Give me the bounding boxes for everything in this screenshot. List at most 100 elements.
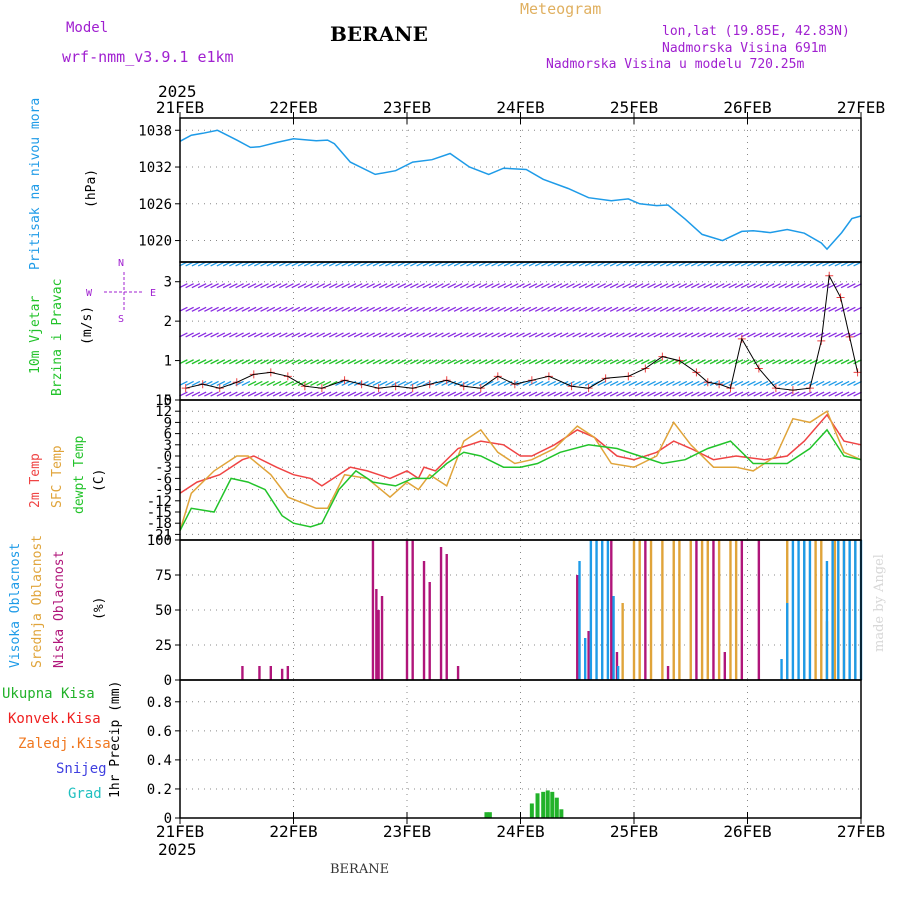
wind-barb — [722, 306, 731, 312]
x-tick-label: 21FEB — [156, 98, 204, 117]
wind-barb — [397, 306, 407, 312]
wind-barb — [684, 359, 694, 365]
wind-barb — [790, 359, 800, 365]
wind-barb — [410, 332, 419, 338]
high_cloud-bar — [578, 561, 581, 680]
wind-barb — [715, 283, 725, 289]
wind-barb — [460, 359, 469, 365]
wind-barb — [241, 283, 251, 289]
low_cloud-bar — [380, 596, 384, 680]
wind-barb — [559, 306, 569, 312]
wind-barb — [385, 283, 394, 289]
wind-barb — [790, 306, 800, 312]
wind-barb — [647, 306, 656, 312]
wind-barb — [784, 332, 794, 338]
mid_cloud-bar — [621, 603, 624, 680]
wind-barb — [491, 332, 500, 338]
wind-barb — [441, 380, 450, 387]
wind-barb — [428, 283, 438, 289]
wind-barb — [403, 391, 413, 397]
wind-barb — [828, 359, 837, 365]
wind-barb — [566, 359, 575, 365]
wind-barb — [204, 306, 213, 312]
wind-barb — [241, 306, 251, 312]
wind-barb — [197, 332, 207, 338]
wind-barb — [285, 306, 294, 312]
wind-barb — [428, 391, 438, 397]
wind-barb — [229, 332, 238, 338]
wind-barb — [740, 283, 750, 289]
wind-barb — [634, 380, 644, 387]
wind-barb — [216, 380, 226, 387]
meteogram-label: Meteogram — [520, 0, 602, 18]
wind-barb — [541, 283, 550, 289]
wind-barb — [353, 391, 363, 397]
cloud-ylabel-high: Visoka Oblacnost — [8, 542, 23, 668]
t2m-line — [179, 413, 862, 494]
wind-barb — [653, 380, 663, 387]
wind-barb — [353, 283, 363, 289]
wind-barb — [616, 359, 625, 365]
wind-barb — [435, 283, 444, 289]
wind-ylabel-name: 10m Vjetar — [28, 295, 43, 374]
axis-layer: 10201026103210380123-21-18-15-12-9-6-303… — [104, 82, 885, 859]
wind-barb — [772, 306, 781, 312]
legend-freezing-rain: Zaledj.Kisa — [18, 736, 111, 752]
wind-barb — [285, 332, 294, 338]
wind-barb — [191, 380, 201, 387]
wind-barb — [297, 359, 307, 365]
wind-barb — [541, 380, 550, 387]
wind-barb — [260, 283, 269, 289]
wind-barb — [466, 332, 475, 338]
wind-barb — [672, 380, 681, 387]
wind-barb — [185, 380, 194, 387]
wind-barb — [278, 391, 288, 397]
wind-barb — [484, 332, 494, 338]
wind-barb — [335, 391, 344, 397]
wind-barb — [553, 283, 563, 289]
pressure-line — [179, 129, 862, 251]
high_cloud-bar — [601, 540, 604, 680]
low_cloud-bar — [258, 666, 261, 680]
wind-barb — [385, 380, 394, 387]
wind-barb — [278, 306, 288, 312]
wind-barb — [310, 380, 319, 387]
wind-barb — [591, 359, 600, 365]
y-tick-label: -21 — [147, 527, 172, 543]
high_cloud-bar — [583, 638, 587, 680]
wind-barb — [391, 306, 400, 312]
y-tick-label: 0.2 — [147, 782, 172, 798]
wind-barb — [347, 359, 357, 365]
wind-barb — [753, 332, 763, 338]
wind-barb — [497, 391, 507, 397]
legend-convective-rain: Konvek.Kisa — [8, 711, 101, 727]
wind-barb — [672, 332, 681, 338]
wind-barb — [715, 306, 725, 312]
wind-barb — [216, 391, 226, 397]
wind-barb — [347, 283, 357, 289]
wind-barb — [484, 380, 494, 387]
wind-barb — [328, 332, 338, 338]
wind-barb — [191, 306, 201, 312]
grid-layer — [180, 118, 861, 819]
wind-barb — [247, 391, 257, 397]
wind-barb — [666, 391, 675, 397]
wind-barb — [659, 283, 669, 289]
wind-barb — [322, 391, 332, 397]
wind-barb — [416, 359, 425, 365]
wind-barb — [466, 391, 475, 397]
low_cloud-bar — [371, 540, 375, 680]
wind-barb — [641, 359, 650, 365]
wind-barb — [828, 380, 837, 387]
wind-barb — [666, 380, 675, 387]
y-tick-label: 0.8 — [147, 695, 172, 711]
wind-barb — [278, 332, 288, 338]
compass-south-label: S — [118, 314, 125, 325]
y-tick-label: 0.6 — [147, 724, 172, 740]
frame-layer — [179, 117, 862, 819]
wind-barb — [803, 359, 812, 365]
wind-barb — [254, 380, 263, 387]
wind-barb — [353, 359, 363, 365]
wind-barb — [491, 306, 500, 312]
low_cloud-bar — [587, 631, 590, 680]
